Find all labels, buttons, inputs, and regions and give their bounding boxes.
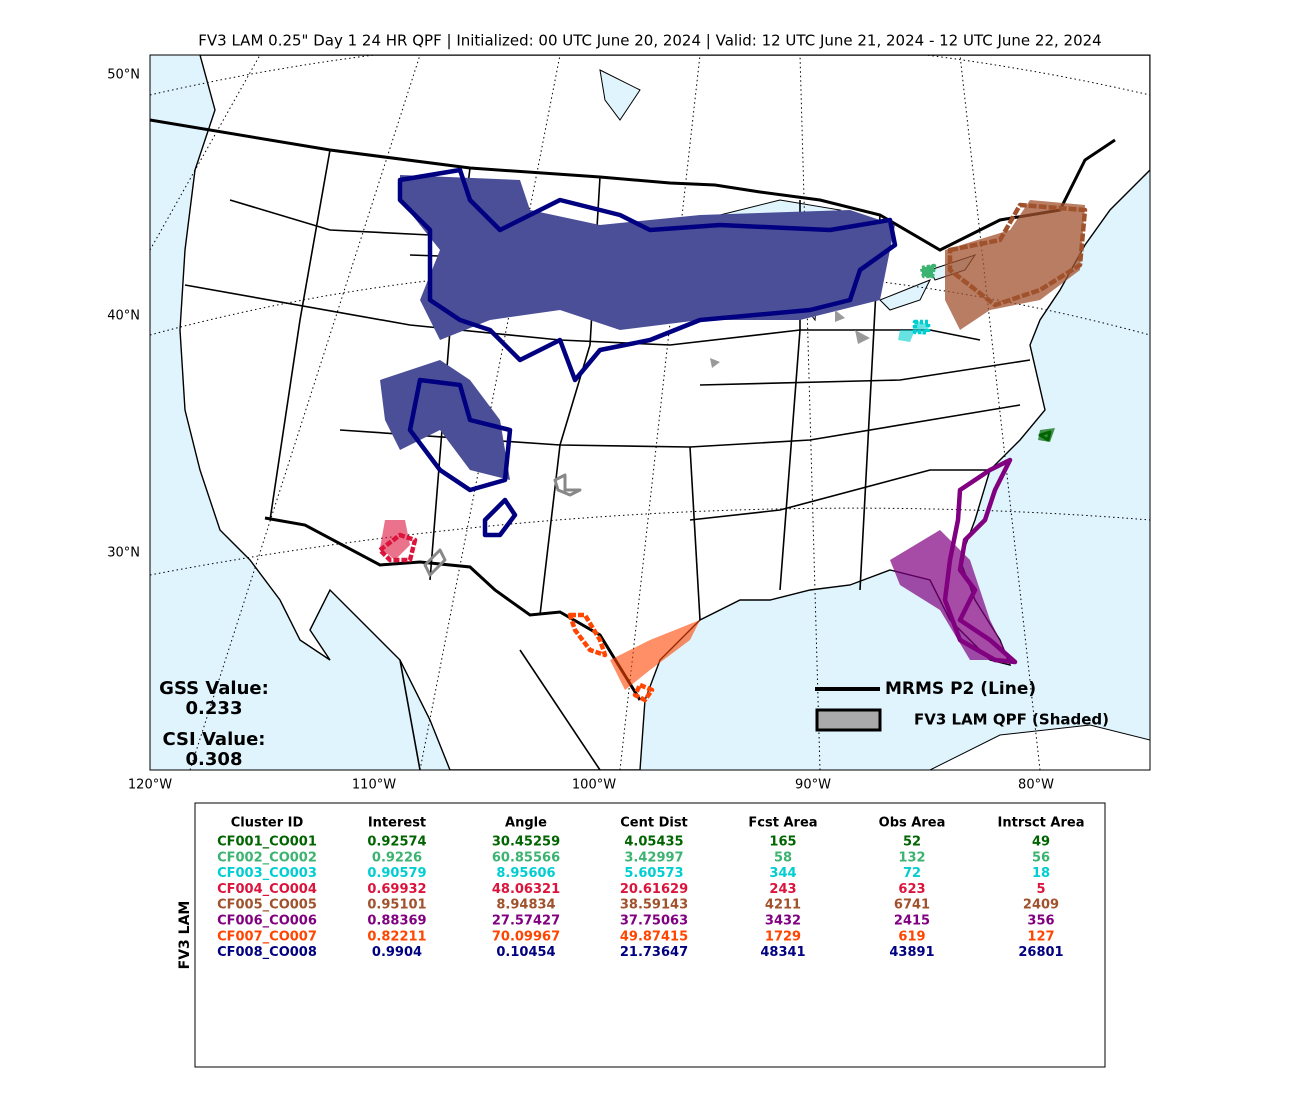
column-header: Intrsct Area [998, 816, 1085, 831]
lon-label: 100°W [572, 778, 616, 793]
land [179, 55, 1150, 770]
table-cell: 0.95101 [367, 898, 426, 913]
table-cell: 0.88369 [367, 914, 426, 929]
gss-value: 0.233 [186, 698, 243, 719]
table-cell: 21.73647 [620, 945, 688, 960]
table-cell: 243 [769, 882, 796, 897]
table-cell: 49.87415 [620, 929, 688, 944]
table-cell: 132 [898, 850, 925, 865]
table-cell: CF008_CO008 [217, 945, 317, 960]
column-header: Cent Dist [620, 816, 688, 831]
table-cell: 26801 [1018, 945, 1063, 960]
table-cell: 38.59143 [620, 898, 688, 913]
table-cell: 0.10454 [496, 945, 555, 960]
map-frame [149, 54, 1151, 771]
table-cell: 356 [1027, 914, 1054, 929]
table-cell: 165 [769, 835, 796, 850]
table-cell: 1729 [765, 929, 801, 944]
legend-line-label: MRMS P2 (Line) [885, 679, 1036, 699]
lon-label: 110°W [352, 778, 396, 793]
table-cell: CF001_CO001 [217, 835, 317, 850]
table-cell: 20.61629 [620, 882, 688, 897]
table-cell: CF004_CO004 [217, 882, 317, 897]
table-cell: 48341 [760, 945, 805, 960]
table-cell: 52 [903, 835, 921, 850]
column-header: Obs Area [879, 816, 946, 831]
lon-label: 120°W [128, 778, 172, 793]
table-frame [194, 802, 1106, 1068]
table-cell: 3432 [765, 914, 801, 929]
column-header: Interest [368, 816, 426, 831]
graticule [150, 55, 1150, 770]
table-cell: CF006_CO006 [217, 914, 317, 929]
table-cell: 0.82211 [367, 929, 426, 944]
lon-label: 90°W [795, 778, 831, 793]
table-cell: 30.45259 [492, 835, 560, 850]
csi-label: CSI Value: [163, 729, 266, 750]
table-cell: 27.57427 [492, 914, 560, 929]
table-cell: 48.06321 [492, 882, 560, 897]
table-cell: 8.94834 [496, 898, 555, 913]
table-cell: 0.90579 [367, 866, 426, 881]
table-cell: CF003_CO003 [217, 866, 317, 881]
legend-shaded-label: FV3 LAM QPF (Shaded) [914, 711, 1109, 729]
csi-value: 0.308 [186, 749, 243, 770]
table-cell: CF005_CO005 [217, 898, 317, 913]
table-cell: 0.9226 [372, 850, 422, 865]
table-cell: 8.95606 [496, 866, 555, 881]
table-cell: 37.75063 [620, 914, 688, 929]
table-cell: 56 [1032, 850, 1050, 865]
table-cell: 3.42997 [624, 850, 683, 865]
table-cell: 0.92574 [367, 835, 426, 850]
table-cell: 70.09967 [492, 929, 560, 944]
table-cell: 58 [774, 850, 792, 865]
table-cell: 2415 [894, 914, 930, 929]
table-cell: 72 [903, 866, 921, 881]
column-header: Fcst Area [748, 816, 817, 831]
gss-label: GSS Value: [159, 678, 269, 699]
table-cell: 127 [1027, 929, 1054, 944]
lat-label: 30°N [107, 546, 140, 561]
table-cell: 5 [1036, 882, 1045, 897]
lon-label: 80°W [1018, 778, 1054, 793]
table-cell: 18 [1032, 866, 1050, 881]
table-cell: 4211 [765, 898, 801, 913]
map: MRMS P2 (Line) FV3 LAM QPF (Shaded) GSS … [150, 55, 1150, 770]
table-cell: 344 [769, 866, 796, 881]
table-cell: 43891 [889, 945, 934, 960]
column-header: Angle [505, 816, 547, 831]
title: FV3 LAM 0.25" Day 1 24 HR QPF | Initiali… [198, 32, 1101, 50]
table-cell: 5.60573 [624, 866, 683, 881]
table-cell: 4.05435 [624, 835, 683, 850]
table-cell: 0.69932 [367, 882, 426, 897]
table-cell: 619 [898, 929, 925, 944]
table-cell: 2409 [1023, 898, 1059, 913]
table-cell: 623 [898, 882, 925, 897]
table-cell: CF002_CO002 [217, 850, 317, 865]
table-cell: 60.85566 [492, 850, 560, 865]
table-cell: CF007_CO007 [217, 929, 317, 944]
lat-label: 50°N [107, 68, 140, 83]
table-cell: 0.9904 [372, 945, 422, 960]
table-side-label: FV3 LAM [177, 901, 193, 970]
legend-swatch [815, 708, 882, 732]
observed-outlines [377, 167, 1088, 703]
column-header: Cluster ID [231, 816, 304, 831]
lat-label: 40°N [107, 309, 140, 324]
table-cell: 49 [1032, 835, 1050, 850]
table-cell: 6741 [894, 898, 930, 913]
